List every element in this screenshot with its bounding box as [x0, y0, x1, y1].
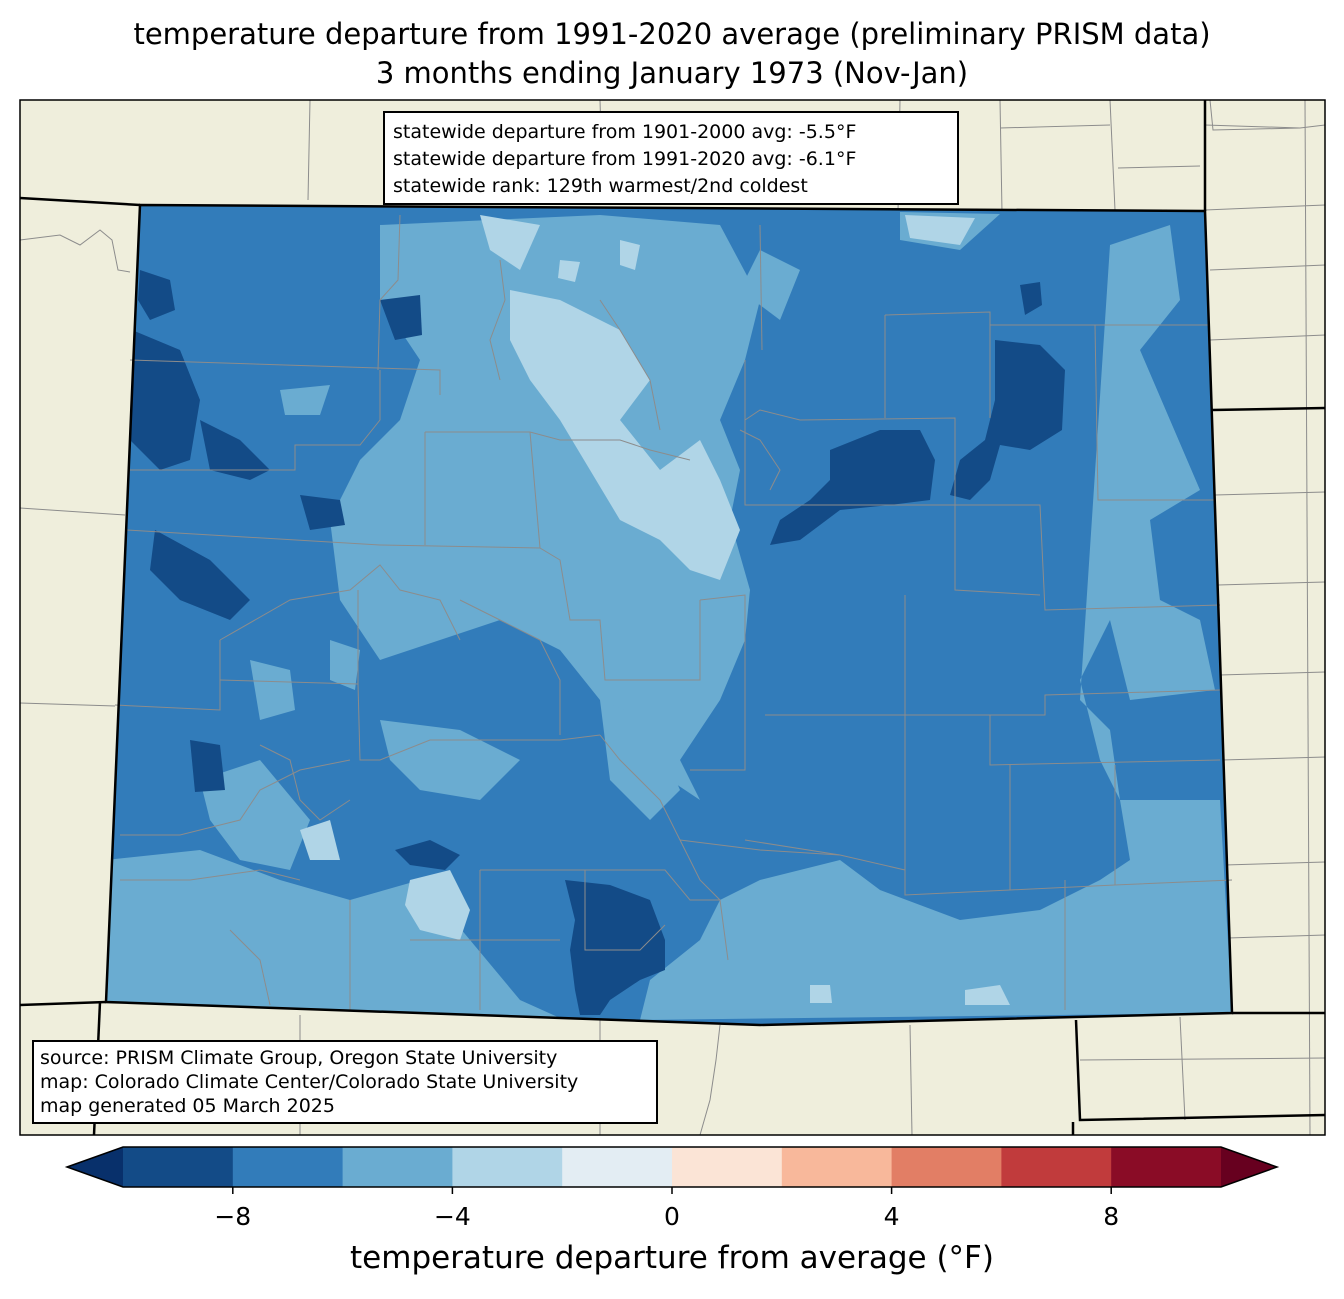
colorbar [64, 1146, 1280, 1194]
colorbar-tick-label: 4 [883, 1202, 900, 1231]
colorbar-label: temperature departure from average (°F) [350, 1240, 994, 1276]
colorbar-segment [672, 1147, 783, 1187]
fill-minus8-to-minus10 [126, 270, 1065, 1015]
source-credits-box: source: PRISM Climate Group, Oregon Stat… [32, 1040, 658, 1124]
map-panel [20, 100, 1325, 1135]
colorado-temperature-field [106, 205, 1232, 1025]
fill-minus4-to-minus6 [106, 212, 1232, 1020]
stat-rank: statewide rank: 129th warmest/2nd coldes… [393, 175, 808, 197]
map-title-line-2: 3 months ending January 1973 (Nov-Jan) [375, 56, 969, 90]
stat-departure-1901-2000: statewide departure from 1901-2000 avg: … [393, 121, 857, 143]
colorbar-segment [1001, 1147, 1112, 1187]
statewide-stats-box: statewide departure from 1901-2000 avg: … [383, 111, 959, 205]
colorbar-over-arrow [1221, 1147, 1277, 1187]
stat-departure-1991-2020: statewide departure from 1991-2020 avg: … [393, 148, 857, 170]
fill-minus2-to-minus4 [300, 215, 1010, 1005]
colorbar-segment [1111, 1147, 1222, 1187]
map-credit: map: Colorado Climate Center/Colorado St… [40, 1071, 579, 1093]
colorbar-tick-label: −8 [214, 1202, 252, 1231]
colorbar-segment [123, 1147, 234, 1187]
colorbar-segment [452, 1147, 563, 1187]
colorado-county-lines [114, 214, 1233, 1010]
map-frame [19, 99, 1326, 1136]
colorbar-tick-label: −4 [433, 1202, 471, 1231]
colorbar-tick-label: 8 [1103, 1202, 1120, 1231]
colorbar-segment [891, 1147, 1002, 1187]
colorbar-segment [232, 1147, 344, 1187]
colorbar-segment [562, 1147, 673, 1187]
colorbar-outline [64, 1146, 1280, 1188]
colorbar-tick-label: 0 [664, 1202, 680, 1231]
generated-date: map generated 05 March 2025 [40, 1095, 335, 1117]
colorbar-under-arrow [67, 1147, 123, 1187]
map-title-line-1: temperature departure from 1991-2020 ave… [133, 17, 1211, 51]
colorbar-segment [342, 1147, 453, 1187]
colorbar-segment [781, 1147, 893, 1187]
source-credit: source: PRISM Climate Group, Oregon Stat… [40, 1047, 558, 1069]
